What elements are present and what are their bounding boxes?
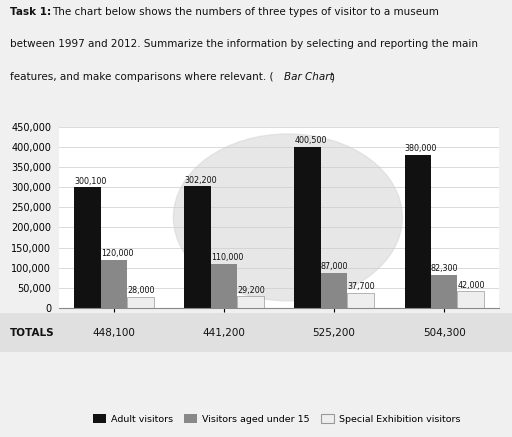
Text: Bar Chart: Bar Chart xyxy=(284,72,334,82)
Text: 42,000: 42,000 xyxy=(457,281,485,290)
Text: ): ) xyxy=(330,72,334,82)
Bar xyxy=(321,273,347,308)
Bar xyxy=(404,155,431,308)
Text: 400,500: 400,500 xyxy=(294,136,327,145)
Bar xyxy=(127,297,154,308)
Text: 380,000: 380,000 xyxy=(404,144,437,153)
Text: The chart below shows the numbers of three types of visitor to a museum: The chart below shows the numbers of thr… xyxy=(52,7,439,17)
Bar xyxy=(431,275,457,308)
Text: 110,000: 110,000 xyxy=(211,253,243,262)
Text: Task 1:: Task 1: xyxy=(10,7,51,17)
Bar xyxy=(74,187,101,308)
Text: 504,300: 504,300 xyxy=(423,328,465,337)
Bar xyxy=(101,260,127,308)
Text: 525,200: 525,200 xyxy=(313,328,355,337)
Bar xyxy=(457,291,484,308)
Text: features, and make comparisons where relevant. (: features, and make comparisons where rel… xyxy=(10,72,274,82)
Text: between 1997 and 2012. Summarize the information by selecting and reporting the : between 1997 and 2012. Summarize the inf… xyxy=(10,39,478,49)
Bar xyxy=(294,147,321,308)
Legend: Adult visitors, Visitors aged under 15, Special Exhibition visitors: Adult visitors, Visitors aged under 15, … xyxy=(89,411,464,428)
Text: 302,200: 302,200 xyxy=(184,176,217,185)
Bar xyxy=(347,293,374,308)
Text: 28,000: 28,000 xyxy=(127,286,155,295)
Text: 300,100: 300,100 xyxy=(74,177,106,186)
Text: 448,100: 448,100 xyxy=(93,328,135,337)
Bar xyxy=(184,186,211,308)
Text: 441,200: 441,200 xyxy=(203,328,245,337)
Text: 87,000: 87,000 xyxy=(321,262,348,271)
Text: 120,000: 120,000 xyxy=(101,249,133,258)
Bar xyxy=(211,264,237,308)
Text: 82,300: 82,300 xyxy=(431,264,458,273)
Ellipse shape xyxy=(174,134,402,301)
Bar xyxy=(237,296,264,308)
Text: 37,700: 37,700 xyxy=(347,282,375,291)
Text: 29,200: 29,200 xyxy=(237,286,265,295)
Text: TOTALS: TOTALS xyxy=(10,328,55,337)
